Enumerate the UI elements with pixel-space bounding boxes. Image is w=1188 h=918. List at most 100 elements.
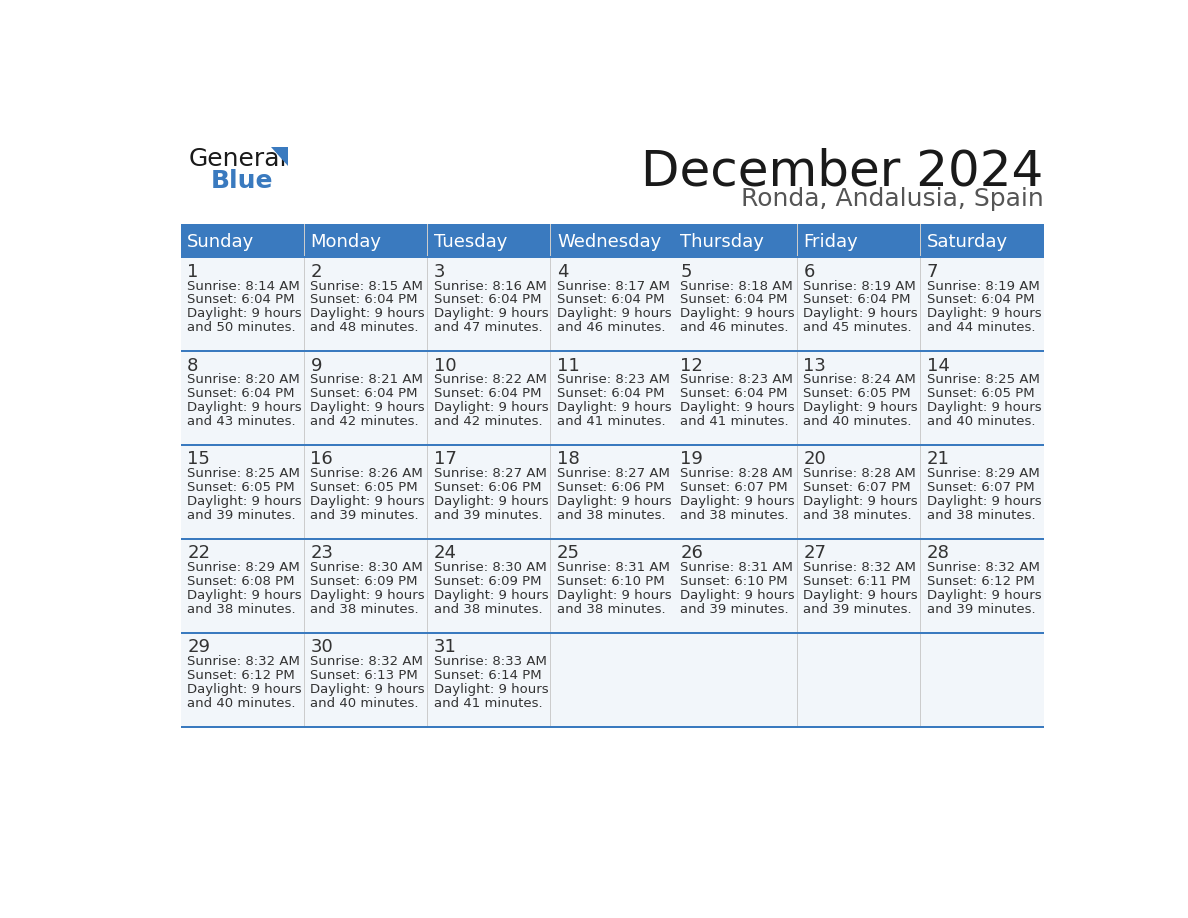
Bar [181, 540, 1043, 633]
Text: and 38 minutes.: and 38 minutes. [188, 603, 296, 616]
Text: Wednesday: Wednesday [557, 232, 662, 251]
Text: 7: 7 [927, 263, 939, 281]
Text: Daylight: 9 hours: Daylight: 9 hours [803, 308, 918, 320]
Text: Daylight: 9 hours: Daylight: 9 hours [927, 308, 1041, 320]
Text: 31: 31 [434, 638, 456, 656]
Text: and 48 minutes.: and 48 minutes. [310, 321, 419, 334]
Text: and 38 minutes.: and 38 minutes. [557, 603, 665, 616]
Text: 9: 9 [310, 356, 322, 375]
Text: Sunrise: 8:28 AM: Sunrise: 8:28 AM [803, 467, 916, 480]
Text: Sunrise: 8:28 AM: Sunrise: 8:28 AM [681, 467, 792, 480]
Text: Sunset: 6:04 PM: Sunset: 6:04 PM [310, 387, 418, 400]
Text: Sunset: 6:09 PM: Sunset: 6:09 PM [310, 576, 418, 588]
Text: Daylight: 9 hours: Daylight: 9 hours [557, 495, 671, 509]
Text: Sunrise: 8:29 AM: Sunrise: 8:29 AM [927, 467, 1040, 480]
Text: Tuesday: Tuesday [434, 232, 507, 251]
Text: and 46 minutes.: and 46 minutes. [557, 321, 665, 334]
Text: Sunrise: 8:20 AM: Sunrise: 8:20 AM [188, 374, 301, 386]
Text: Sunset: 6:06 PM: Sunset: 6:06 PM [557, 481, 664, 494]
Text: 18: 18 [557, 451, 580, 468]
Text: Daylight: 9 hours: Daylight: 9 hours [310, 308, 425, 320]
Text: Sunrise: 8:32 AM: Sunrise: 8:32 AM [803, 562, 916, 575]
Text: Daylight: 9 hours: Daylight: 9 hours [188, 495, 302, 509]
Text: Sunrise: 8:30 AM: Sunrise: 8:30 AM [434, 562, 546, 575]
Text: Sunset: 6:07 PM: Sunset: 6:07 PM [681, 481, 788, 494]
Text: and 42 minutes.: and 42 minutes. [310, 415, 419, 428]
Text: 6: 6 [803, 263, 815, 281]
Bar [181, 224, 1043, 256]
Text: Daylight: 9 hours: Daylight: 9 hours [557, 589, 671, 602]
Bar [181, 444, 1043, 446]
Text: and 42 minutes.: and 42 minutes. [434, 415, 543, 428]
Text: 5: 5 [681, 263, 691, 281]
Text: Monday: Monday [310, 232, 381, 251]
Text: 10: 10 [434, 356, 456, 375]
Text: and 41 minutes.: and 41 minutes. [434, 697, 543, 710]
Text: Daylight: 9 hours: Daylight: 9 hours [434, 401, 549, 414]
Text: Daylight: 9 hours: Daylight: 9 hours [188, 683, 302, 696]
Text: and 38 minutes.: and 38 minutes. [681, 509, 789, 522]
Text: Sunset: 6:04 PM: Sunset: 6:04 PM [557, 387, 664, 400]
Text: 28: 28 [927, 544, 949, 563]
Text: Sunset: 6:12 PM: Sunset: 6:12 PM [927, 576, 1035, 588]
Text: Thursday: Thursday [681, 232, 764, 251]
Bar [181, 351, 1043, 352]
Text: Sunrise: 8:25 AM: Sunrise: 8:25 AM [188, 467, 301, 480]
Text: 25: 25 [557, 544, 580, 563]
Text: Daylight: 9 hours: Daylight: 9 hours [803, 589, 918, 602]
Text: Sunrise: 8:15 AM: Sunrise: 8:15 AM [310, 280, 423, 293]
Text: 22: 22 [188, 544, 210, 563]
Text: Sunset: 6:04 PM: Sunset: 6:04 PM [188, 387, 295, 400]
Text: and 39 minutes.: and 39 minutes. [927, 603, 1035, 616]
Text: and 38 minutes.: and 38 minutes. [803, 509, 912, 522]
Text: Sunrise: 8:32 AM: Sunrise: 8:32 AM [188, 655, 301, 668]
Text: Sunset: 6:05 PM: Sunset: 6:05 PM [927, 387, 1035, 400]
Bar [181, 538, 1043, 540]
Text: 16: 16 [310, 451, 333, 468]
Text: and 39 minutes.: and 39 minutes. [188, 509, 296, 522]
Text: and 38 minutes.: and 38 minutes. [434, 603, 543, 616]
Text: Sunset: 6:05 PM: Sunset: 6:05 PM [803, 387, 911, 400]
Text: Sunset: 6:09 PM: Sunset: 6:09 PM [434, 576, 542, 588]
Text: Sunrise: 8:21 AM: Sunrise: 8:21 AM [310, 374, 423, 386]
Text: Sunrise: 8:27 AM: Sunrise: 8:27 AM [557, 467, 670, 480]
Text: Daylight: 9 hours: Daylight: 9 hours [803, 401, 918, 414]
Text: Daylight: 9 hours: Daylight: 9 hours [188, 401, 302, 414]
Text: and 38 minutes.: and 38 minutes. [927, 509, 1035, 522]
Text: and 44 minutes.: and 44 minutes. [927, 321, 1035, 334]
Text: 27: 27 [803, 544, 827, 563]
Text: 26: 26 [681, 544, 703, 563]
Text: Daylight: 9 hours: Daylight: 9 hours [803, 495, 918, 509]
Text: Sunset: 6:04 PM: Sunset: 6:04 PM [803, 294, 911, 307]
Bar [181, 633, 1043, 726]
Text: Daylight: 9 hours: Daylight: 9 hours [927, 495, 1041, 509]
Text: Daylight: 9 hours: Daylight: 9 hours [681, 495, 795, 509]
Text: and 40 minutes.: and 40 minutes. [803, 415, 912, 428]
Bar [181, 446, 1043, 538]
Text: and 41 minutes.: and 41 minutes. [557, 415, 665, 428]
Text: Sunrise: 8:22 AM: Sunrise: 8:22 AM [434, 374, 546, 386]
Bar [181, 256, 1043, 258]
Text: Sunset: 6:13 PM: Sunset: 6:13 PM [310, 669, 418, 682]
Text: Sunset: 6:05 PM: Sunset: 6:05 PM [188, 481, 295, 494]
Text: Sunrise: 8:29 AM: Sunrise: 8:29 AM [188, 562, 301, 575]
Text: Sunrise: 8:32 AM: Sunrise: 8:32 AM [310, 655, 423, 668]
Text: 29: 29 [188, 638, 210, 656]
Text: 3: 3 [434, 263, 446, 281]
Text: 2: 2 [310, 263, 322, 281]
Text: Daylight: 9 hours: Daylight: 9 hours [310, 495, 425, 509]
Text: 13: 13 [803, 356, 826, 375]
Text: Daylight: 9 hours: Daylight: 9 hours [310, 589, 425, 602]
Text: 12: 12 [681, 356, 703, 375]
Text: Sunrise: 8:19 AM: Sunrise: 8:19 AM [927, 280, 1040, 293]
Text: and 47 minutes.: and 47 minutes. [434, 321, 543, 334]
Text: Sunset: 6:05 PM: Sunset: 6:05 PM [310, 481, 418, 494]
Text: 19: 19 [681, 451, 703, 468]
Text: Daylight: 9 hours: Daylight: 9 hours [681, 401, 795, 414]
Text: Sunset: 6:04 PM: Sunset: 6:04 PM [188, 294, 295, 307]
Text: Sunrise: 8:31 AM: Sunrise: 8:31 AM [681, 562, 794, 575]
Text: 20: 20 [803, 451, 826, 468]
Text: Daylight: 9 hours: Daylight: 9 hours [557, 308, 671, 320]
Text: Sunrise: 8:33 AM: Sunrise: 8:33 AM [434, 655, 546, 668]
Text: Sunrise: 8:16 AM: Sunrise: 8:16 AM [434, 280, 546, 293]
